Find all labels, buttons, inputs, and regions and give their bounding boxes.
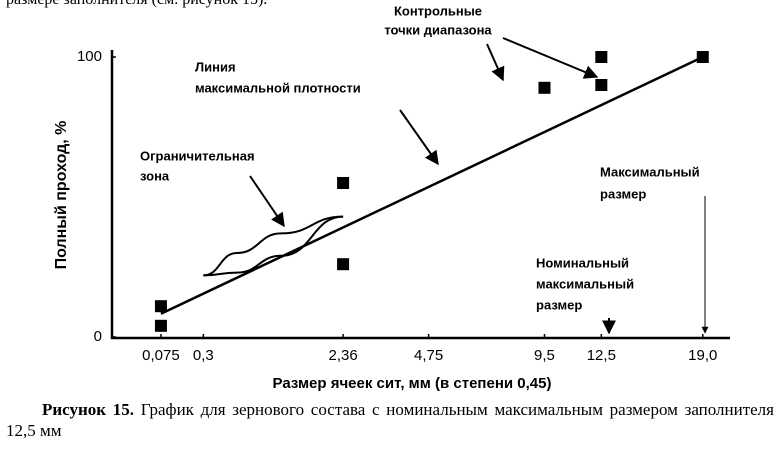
line xyxy=(203,215,344,277)
control-point xyxy=(538,81,551,94)
control-point xyxy=(337,258,350,271)
annotation: Контрольные xyxy=(394,3,482,18)
annotation: размер xyxy=(600,186,646,201)
arrow xyxy=(486,43,505,82)
y-tick-label: 100 xyxy=(77,48,102,65)
caption-text: График для зернового состава с номинальн… xyxy=(6,400,774,440)
annotation: Линия xyxy=(195,59,236,74)
annotation: максимальный xyxy=(536,276,634,291)
annotation: точки диапазона xyxy=(384,22,492,37)
x-axis-label: Размер ячеек сит, мм (в степени 0,45) xyxy=(273,375,552,392)
control-point xyxy=(154,319,167,332)
caption: Рисунок 15. График для зернового состава… xyxy=(6,399,774,441)
control-point xyxy=(154,300,167,313)
annotation: Номинальный xyxy=(536,255,629,270)
arrow xyxy=(399,109,439,166)
control-point xyxy=(696,51,709,63)
chart: Полный проход, % Размер ячеек сит, мм (в… xyxy=(53,3,730,392)
y-tick-label: 0 xyxy=(94,328,102,345)
y-axis-label: Полный проход, % xyxy=(53,121,70,270)
caption-label: Рисунок 15. xyxy=(42,400,135,419)
annotation: максимальной плотности xyxy=(195,80,361,95)
header-fragment: размере заполнителя (см. рисунок 15). xyxy=(6,0,267,9)
x-tick-label: 2,36 xyxy=(328,347,357,364)
line xyxy=(203,215,344,277)
x-tick-label: 12,5 xyxy=(587,347,616,364)
x-tick-label: 4,75 xyxy=(414,347,443,364)
x-tick-label: 9,5 xyxy=(534,347,555,364)
annotation: Ограничительная xyxy=(140,148,255,163)
control-point xyxy=(595,51,608,63)
annotation: зона xyxy=(140,168,170,183)
arrow xyxy=(502,37,599,79)
line xyxy=(160,55,704,315)
annotation: размер xyxy=(536,297,582,312)
arrow xyxy=(249,175,285,228)
control-point xyxy=(337,177,350,189)
x-tick-label: 0,075 xyxy=(142,347,180,364)
x-tick-label: 19,0 xyxy=(688,347,717,364)
x-tick-label: 0,3 xyxy=(193,347,214,364)
control-point xyxy=(595,79,608,91)
annotation: Максимальный xyxy=(600,164,700,179)
